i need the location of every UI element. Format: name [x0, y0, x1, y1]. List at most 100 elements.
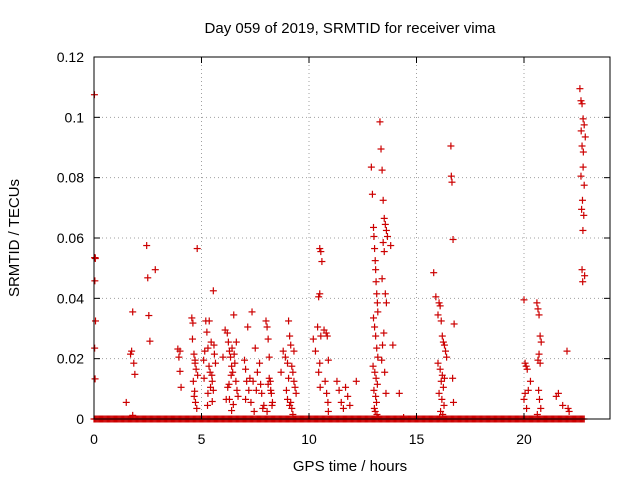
x-axis-label: GPS time / hours	[293, 458, 407, 475]
data-point	[289, 368, 297, 376]
data-point	[449, 374, 457, 382]
data-point	[208, 377, 216, 385]
data-point	[324, 398, 332, 406]
data-point	[369, 362, 377, 370]
data-point	[382, 389, 390, 397]
data-point	[578, 266, 586, 274]
data-point	[249, 377, 257, 385]
y-tick-label: 0	[76, 411, 84, 427]
data-point	[265, 353, 273, 361]
data-point	[151, 266, 159, 274]
data-point	[247, 398, 255, 406]
data-point	[200, 356, 208, 364]
data-point	[227, 371, 235, 379]
data-point	[437, 377, 445, 385]
data-point	[579, 163, 587, 171]
data-point	[370, 386, 378, 394]
data-point	[131, 370, 139, 378]
data-point	[373, 344, 381, 352]
data-point	[321, 377, 329, 385]
data-point	[438, 395, 446, 403]
data-point	[380, 248, 388, 256]
data-point	[189, 319, 197, 327]
data-point	[231, 359, 239, 367]
data-point	[288, 362, 296, 370]
data-point	[526, 377, 534, 385]
data-point	[245, 386, 253, 394]
data-point	[435, 299, 443, 307]
data-point	[315, 368, 323, 376]
data-point	[389, 341, 397, 349]
data-point	[577, 97, 585, 105]
data-point	[229, 401, 237, 409]
data-point	[190, 392, 198, 400]
data-point	[205, 317, 213, 325]
data-point	[370, 232, 378, 240]
data-point	[373, 398, 381, 406]
data-point	[535, 350, 543, 358]
data-point	[520, 395, 528, 403]
data-point	[227, 353, 235, 361]
data-point	[435, 389, 443, 397]
data-point	[193, 404, 201, 412]
data-point	[232, 377, 240, 385]
data-point	[176, 367, 184, 375]
data-point	[193, 245, 201, 253]
data-point	[395, 389, 403, 397]
data-point	[232, 338, 240, 346]
x-tick-label: 5	[198, 431, 206, 447]
data-point	[372, 332, 380, 340]
data-point	[372, 392, 380, 400]
data-point	[521, 389, 529, 397]
data-point	[246, 374, 254, 382]
data-point	[282, 386, 290, 394]
data-point	[339, 404, 347, 412]
data-point	[291, 383, 299, 391]
data-point	[219, 353, 227, 361]
y-tick-label: 0.08	[57, 170, 84, 186]
data-point	[381, 368, 389, 376]
data-point	[189, 377, 197, 385]
data-point	[289, 410, 297, 418]
data-point	[333, 377, 341, 385]
data-point	[210, 350, 218, 358]
data-point	[223, 329, 231, 337]
data-point	[447, 142, 455, 150]
data-point	[382, 226, 390, 234]
data-point	[447, 172, 455, 180]
data-point	[376, 118, 384, 126]
data-point	[284, 359, 291, 367]
y-tick-label: 0.1	[65, 109, 85, 125]
data-point	[374, 413, 382, 421]
data-point	[209, 287, 217, 295]
data-point	[243, 377, 251, 385]
data-point	[92, 317, 100, 325]
data-point	[222, 395, 230, 403]
data-point	[430, 269, 438, 277]
data-point	[287, 398, 295, 406]
data-point	[316, 290, 324, 298]
data-point	[580, 211, 588, 219]
data-point	[268, 401, 276, 409]
data-point	[374, 308, 382, 316]
data-point	[581, 133, 589, 141]
data-point	[204, 389, 212, 397]
data-point	[204, 344, 212, 352]
data-point	[563, 347, 571, 355]
data-point	[265, 374, 273, 382]
data-point	[346, 401, 354, 409]
data-point	[209, 386, 217, 394]
data-point	[288, 404, 296, 412]
data-point	[257, 380, 265, 388]
data-point	[191, 398, 199, 406]
data-point	[284, 395, 291, 403]
data-point	[378, 166, 386, 174]
data-point	[533, 299, 541, 307]
data-point	[262, 317, 270, 325]
data-point	[230, 311, 238, 319]
data-point	[203, 328, 211, 336]
data-point	[324, 407, 332, 415]
data-point	[144, 274, 152, 282]
